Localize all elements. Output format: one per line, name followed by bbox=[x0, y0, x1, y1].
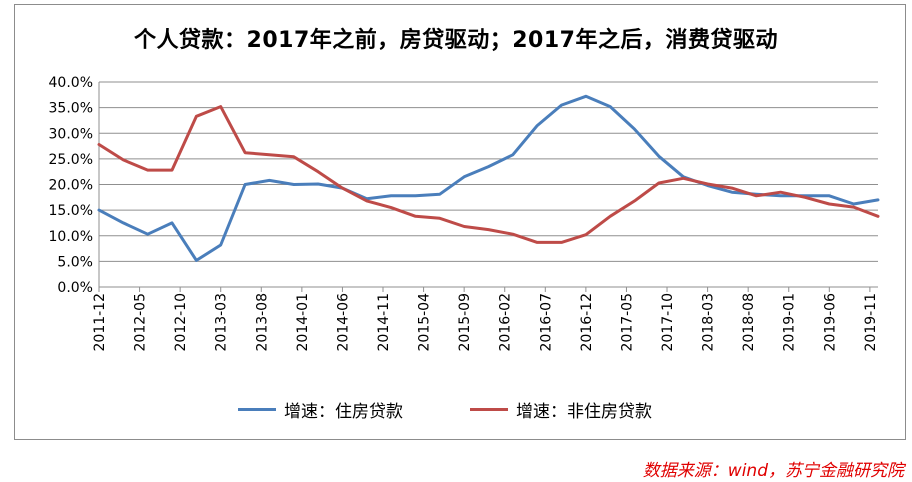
y-tick-label: 40.0% bbox=[49, 75, 93, 91]
x-tick-label: 2019-01 bbox=[782, 293, 798, 352]
legend-item-non-housing-loan: 增速：非住房贷款 bbox=[470, 397, 652, 422]
x-tick-label: 2014-06 bbox=[335, 293, 351, 352]
legend-label-non-housing-loan: 增速：非住房贷款 bbox=[516, 401, 652, 422]
x-tick-label: 2015-04 bbox=[417, 293, 433, 352]
x-tick-label: 2016-07 bbox=[538, 293, 554, 352]
x-tick-label: 2016-12 bbox=[579, 293, 595, 352]
y-tick-labels: 0.0% 5.0% 10.0% 15.0% 20.0% 25.0% 30.0% 35.0% 40… bbox=[49, 75, 93, 296]
y-tick-label: 15.0% bbox=[49, 203, 93, 219]
y-tick-label: 10.0% bbox=[49, 229, 93, 245]
legend: 增速：住房贷款 增速：非住房贷款 bbox=[0, 397, 912, 422]
x-tick-label: 2014-11 bbox=[376, 293, 392, 352]
series-line-1 bbox=[97, 105, 880, 244]
legend-label-housing-loan: 增速：住房贷款 bbox=[284, 401, 403, 422]
chart-frame bbox=[14, 4, 906, 440]
x-tick-label: 2011-12 bbox=[92, 293, 108, 352]
x-tick-label: 2017-05 bbox=[619, 293, 635, 352]
y-tick-label: 20.0% bbox=[49, 178, 93, 194]
y-tick-label: 35.0% bbox=[49, 101, 93, 117]
x-tick-label: 2018-03 bbox=[701, 293, 717, 352]
x-tick-label: 2013-08 bbox=[254, 293, 270, 352]
x-tick-label: 2016-02 bbox=[498, 293, 514, 352]
chart-title: 个人贷款：2017年之前，房贷驱动；2017年之后，消费贷驱动 bbox=[134, 28, 778, 53]
x-tick-label: 2017-10 bbox=[660, 293, 676, 352]
gridlines bbox=[99, 81, 878, 288]
legend-item-housing-loan: 增速：住房贷款 bbox=[238, 397, 403, 422]
x-tick-label: 2012-10 bbox=[173, 293, 189, 352]
x-tick-label: 2018-08 bbox=[741, 293, 757, 352]
y-tick-label: 5.0% bbox=[57, 254, 93, 270]
y-tick-label: 30.0% bbox=[49, 126, 93, 142]
x-tick-label: 2015-09 bbox=[457, 293, 473, 352]
axes bbox=[98, 82, 878, 292]
legend-swatch-housing-loan bbox=[238, 407, 276, 411]
x-tick-label: 2013-03 bbox=[214, 293, 230, 352]
legend-swatch-non-housing-loan bbox=[470, 407, 508, 411]
x-tick-label: 2014-01 bbox=[295, 293, 311, 352]
y-tick-label: 0.0% bbox=[57, 280, 93, 296]
x-tick-label: 2019-11 bbox=[863, 293, 879, 352]
x-tick-label: 2019-06 bbox=[822, 293, 838, 352]
y-tick-label: 25.0% bbox=[49, 152, 93, 168]
series-lines bbox=[97, 94, 880, 262]
source-note: 数据来源：wind，苏宁金融研究院 bbox=[642, 461, 904, 481]
x-tick-labels: 2011-12 2012-05 2012-10 2013-03 2013-08 2014-… bbox=[92, 293, 879, 352]
x-tick-label: 2012-05 bbox=[133, 293, 149, 352]
